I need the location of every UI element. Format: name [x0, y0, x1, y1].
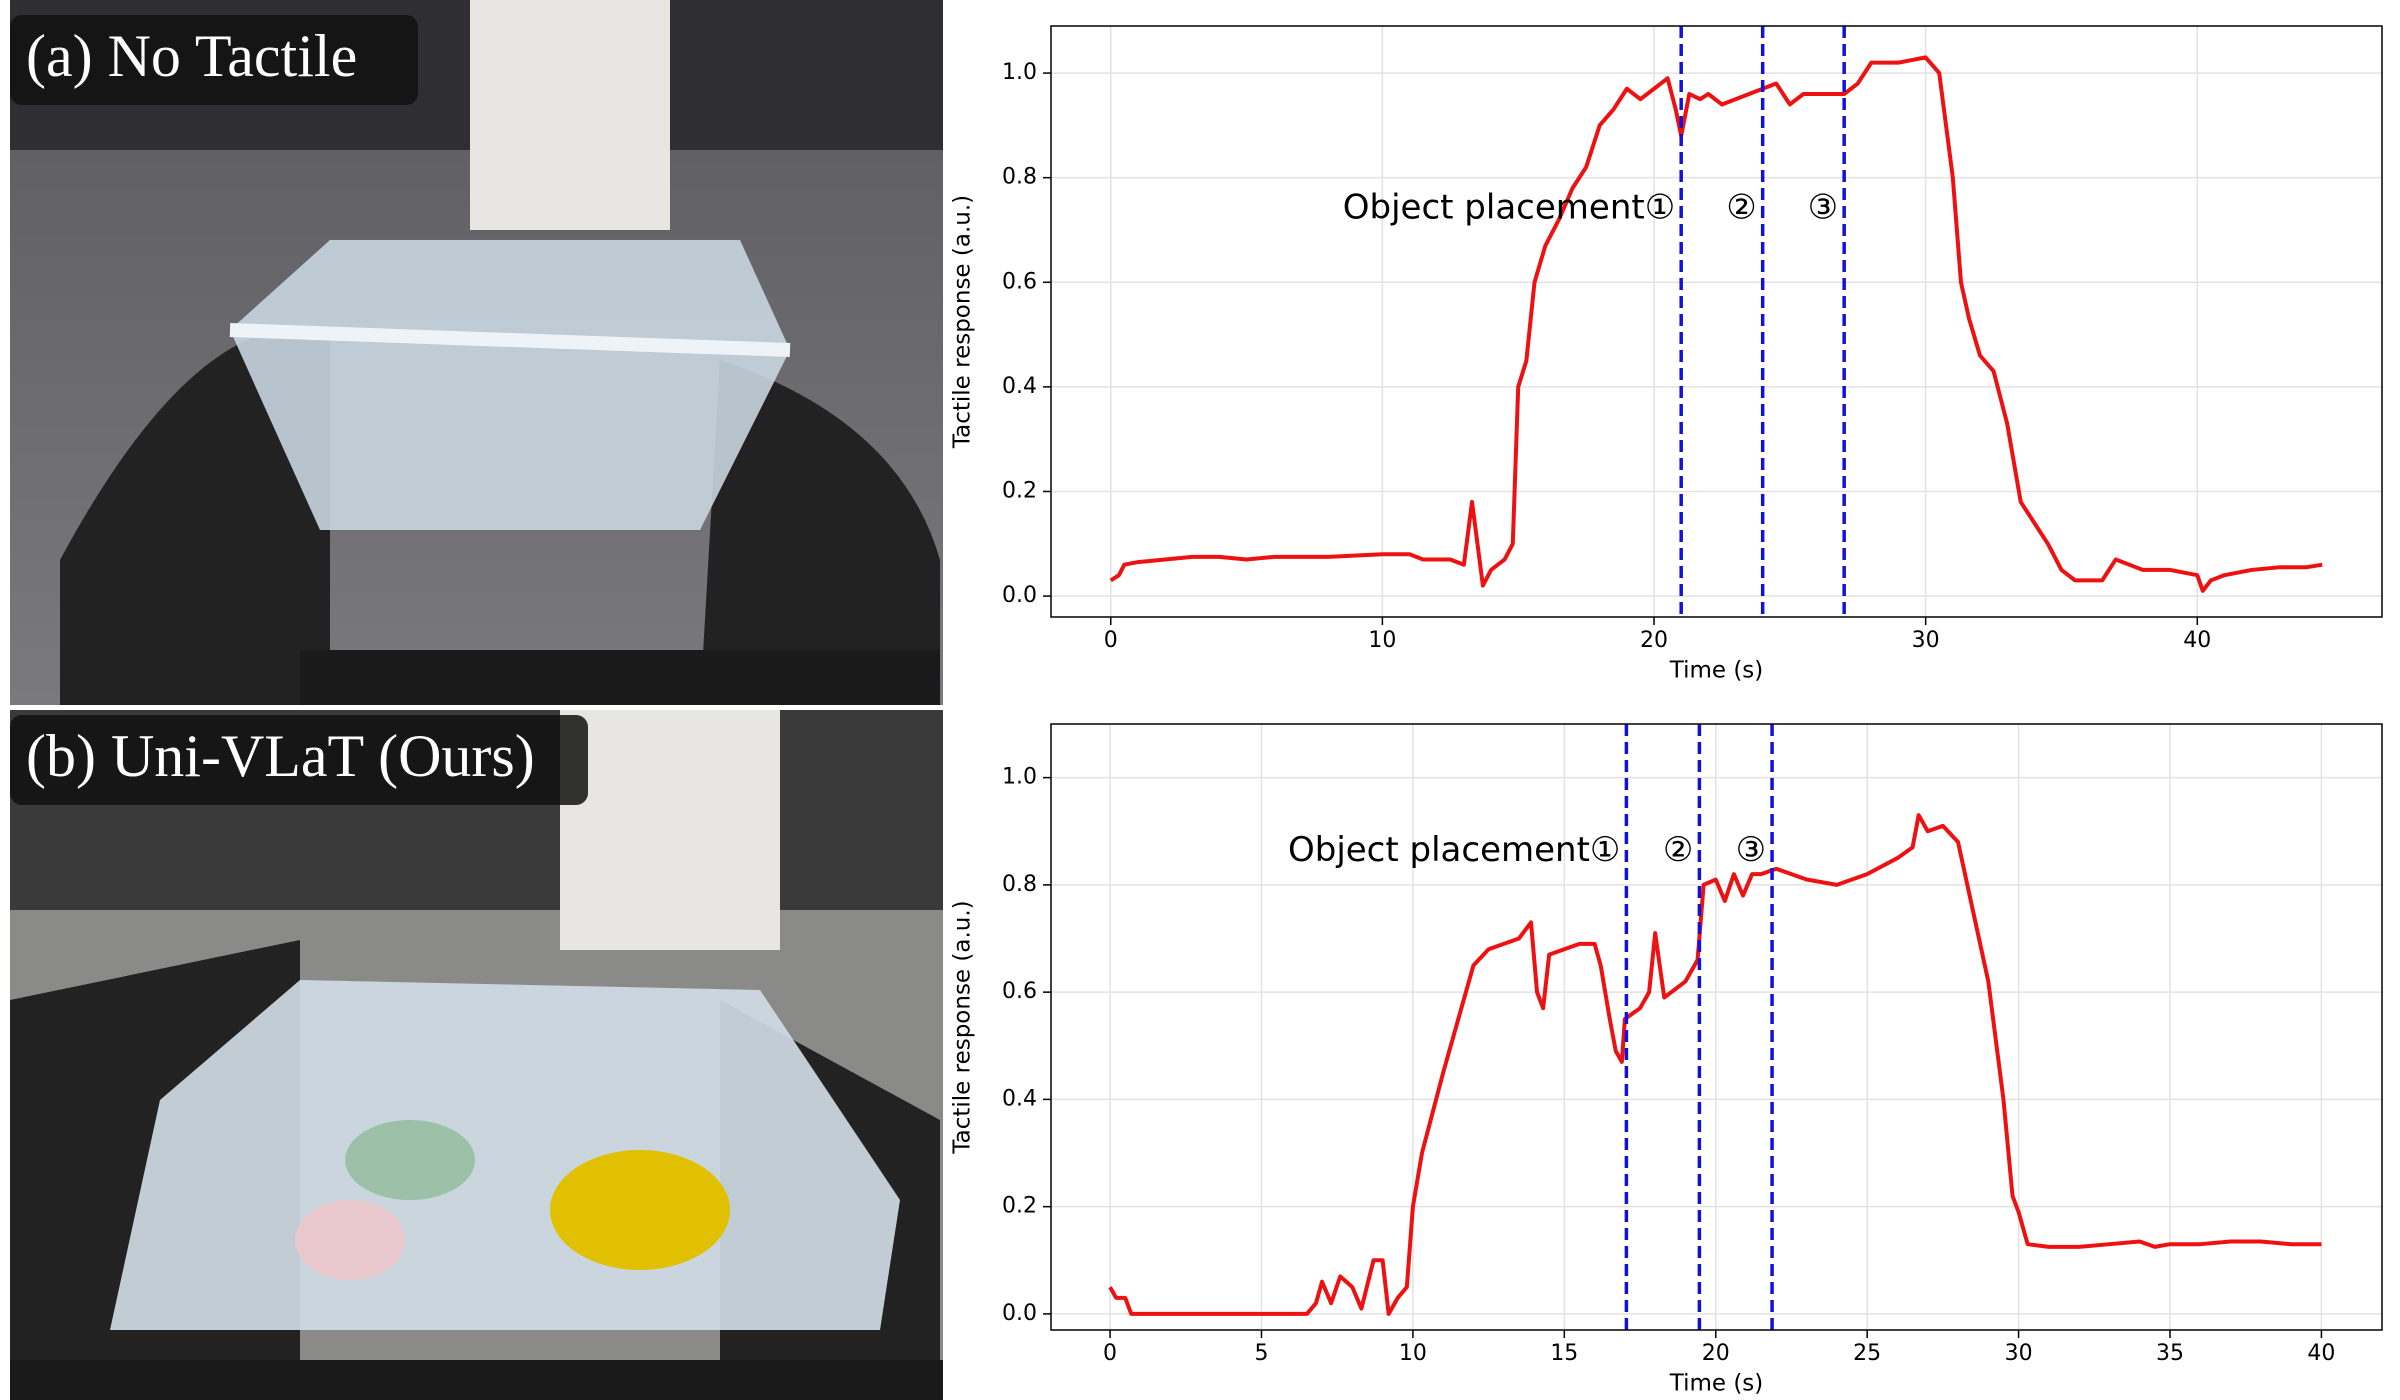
- y-tick-label: 0.0: [1002, 583, 1037, 608]
- data-line: [1109, 55, 2323, 593]
- y-tick-label: 0.4: [1002, 1086, 1037, 1111]
- plot-frame: [1050, 25, 2383, 618]
- annotation: ②: [1726, 188, 1756, 228]
- x-tick-label: 20: [1640, 628, 1668, 653]
- annotation: ③: [1808, 188, 1838, 228]
- x-tick-label: 0: [1103, 1341, 1117, 1366]
- x-tick-label: 10: [1368, 628, 1396, 653]
- y-tick-label: 0.8: [1002, 165, 1037, 190]
- x-tick-label: 15: [1550, 1341, 1578, 1366]
- panel-label: (a) No Tactile: [26, 23, 357, 89]
- x-tick-label: 30: [2005, 1341, 2033, 1366]
- label-bg: [10, 15, 418, 105]
- x-tick-label: 25: [1853, 1341, 1881, 1366]
- x-tick-label: 20: [1702, 1341, 1730, 1366]
- y-tick-label: 0.8: [1002, 872, 1037, 897]
- plot-frame: [1050, 723, 2383, 1331]
- y-tick-label: 0.2: [1002, 478, 1037, 503]
- y-tick-label: 1.0: [1002, 60, 1037, 85]
- y-tick-label: 0.2: [1002, 1194, 1037, 1219]
- x-tick-label: 5: [1254, 1341, 1268, 1366]
- x-tick-label: 30: [1912, 628, 1940, 653]
- x-tick-label: 40: [2183, 628, 2211, 653]
- x-tick-label: 35: [2156, 1341, 2184, 1366]
- plot-area: [1051, 724, 2382, 1330]
- x-axis-label: Time (s): [1669, 1371, 1764, 1397]
- data-line: [1108, 813, 2322, 1316]
- y-tick-label: 0.6: [1002, 269, 1037, 294]
- x-tick-label: 40: [2307, 1341, 2335, 1366]
- x-tick-label: 10: [1399, 1341, 1427, 1366]
- x-tick-label: 0: [1104, 628, 1118, 653]
- y-tick-label: 0.4: [1002, 374, 1037, 399]
- y-tick-label: 0.6: [1002, 979, 1037, 1004]
- y-tick-label: 1.0: [1002, 765, 1037, 790]
- photo-b: [10, 710, 943, 1400]
- label-bg: [10, 715, 588, 805]
- annotation: ③: [1736, 830, 1766, 870]
- annotation: ②: [1663, 830, 1693, 870]
- annotation: Object placement①: [1343, 188, 1675, 228]
- y-axis-label: Tactile response (a.u.): [950, 195, 976, 449]
- panel-label: (b) Uni-VLaT (Ours): [26, 723, 535, 789]
- y-tick-label: 0.0: [1002, 1301, 1037, 1326]
- plot-area: [1051, 26, 2382, 617]
- y-axis-label: Tactile response (a.u.): [950, 900, 976, 1154]
- photo-a: [10, 0, 943, 705]
- annotation: Object placement①: [1288, 830, 1620, 870]
- x-axis-label: Time (s): [1669, 658, 1764, 684]
